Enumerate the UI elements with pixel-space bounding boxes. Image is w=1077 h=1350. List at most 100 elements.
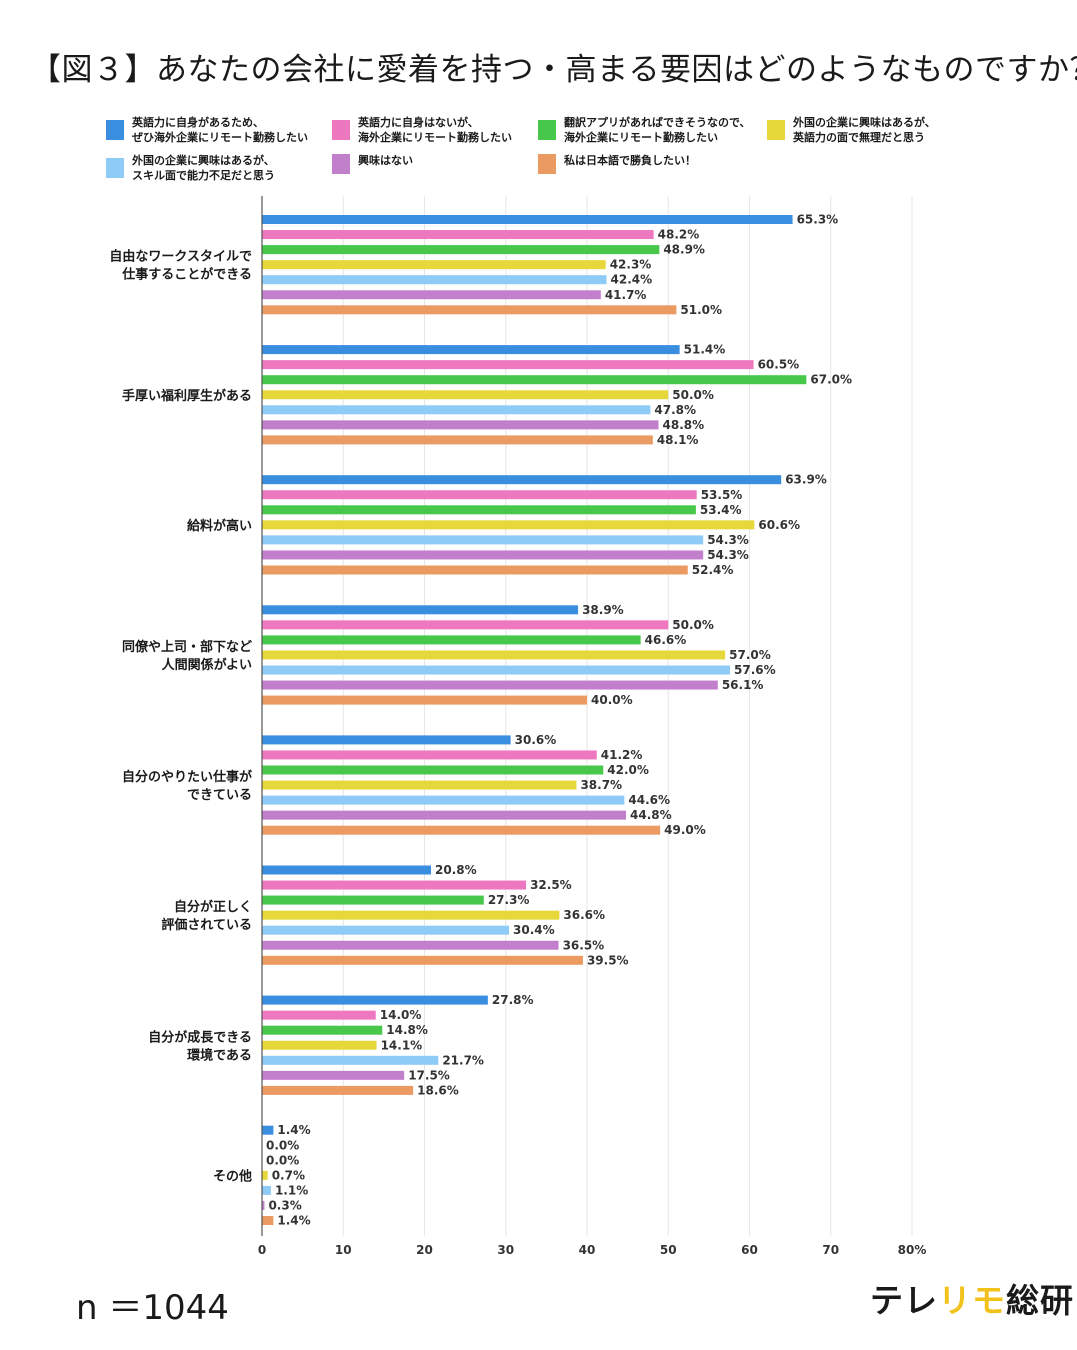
x-tick-label: 40 bbox=[579, 1243, 596, 1257]
bar bbox=[262, 880, 527, 890]
bar bbox=[262, 390, 669, 400]
data-label: 21.7% bbox=[442, 1053, 484, 1067]
bar bbox=[262, 620, 669, 630]
data-label: 51.4% bbox=[684, 343, 726, 357]
data-label: 40.0% bbox=[591, 693, 633, 707]
x-tick-label: 20 bbox=[416, 1243, 433, 1257]
bar bbox=[262, 505, 696, 515]
legend-label: 興味はない bbox=[358, 154, 413, 167]
data-label: 1.4% bbox=[277, 1214, 310, 1228]
bar bbox=[262, 435, 653, 445]
bar bbox=[262, 765, 604, 775]
data-label: 49.0% bbox=[664, 823, 706, 837]
sample-size-label: n ＝1044 bbox=[76, 1288, 229, 1328]
bar bbox=[262, 910, 560, 920]
data-label: 36.5% bbox=[563, 938, 605, 952]
legend-label: 私は日本語で勝負したい！ bbox=[564, 154, 696, 167]
data-label: 38.9% bbox=[582, 603, 624, 617]
data-label: 17.5% bbox=[408, 1068, 450, 1082]
category-label: 自分が正しく評価されている bbox=[161, 899, 252, 933]
bar bbox=[262, 865, 431, 875]
legend-swatch bbox=[538, 154, 556, 174]
category-label: 自分のやりたい仕事ができている bbox=[122, 769, 252, 803]
data-label: 47.8% bbox=[654, 403, 696, 417]
x-tick-label: 30 bbox=[497, 1243, 514, 1257]
x-tick-label: 50 bbox=[660, 1243, 677, 1257]
bar bbox=[262, 1125, 274, 1135]
x-tick-label: 0 bbox=[258, 1243, 266, 1257]
bar bbox=[262, 405, 651, 415]
data-label: 44.8% bbox=[630, 808, 672, 822]
x-tick-label: 70 bbox=[822, 1243, 839, 1257]
bar bbox=[262, 1185, 271, 1195]
bar bbox=[262, 665, 730, 675]
data-label: 48.8% bbox=[663, 418, 705, 432]
data-label: 38.7% bbox=[580, 778, 622, 792]
logo-text-part1: テレ bbox=[870, 1281, 938, 1320]
bar bbox=[262, 1055, 439, 1065]
bar bbox=[262, 680, 718, 690]
bar bbox=[262, 490, 697, 500]
legend-label: 翻訳アプリがあればできそうなので、 海外企業にリモート勤務したい bbox=[564, 116, 751, 144]
bar bbox=[262, 260, 606, 270]
legend-swatch bbox=[332, 154, 350, 174]
bar bbox=[262, 565, 688, 575]
data-label: 53.4% bbox=[700, 503, 742, 517]
data-label: 57.0% bbox=[729, 648, 771, 662]
data-label: 36.6% bbox=[563, 908, 605, 922]
legend-label: 英語力に自身はないが、 海外企業にリモート勤務したい bbox=[358, 116, 512, 144]
category-label: その他 bbox=[213, 1168, 252, 1184]
bar bbox=[262, 995, 488, 1005]
category-label: 給料が高い bbox=[187, 518, 252, 534]
bar bbox=[262, 650, 726, 660]
data-label: 0.7% bbox=[272, 1168, 305, 1182]
data-label: 27.8% bbox=[492, 993, 534, 1007]
data-label: 30.4% bbox=[513, 923, 555, 937]
bar bbox=[262, 825, 661, 835]
bar bbox=[262, 520, 755, 530]
data-label: 41.7% bbox=[605, 288, 647, 302]
bar bbox=[262, 1085, 414, 1095]
data-label: 50.0% bbox=[672, 388, 714, 402]
data-label: 56.1% bbox=[722, 678, 764, 692]
legend-label: 外国の企業に興味はあるが、 英語力の面で無理だと思う bbox=[793, 116, 936, 144]
data-label: 51.0% bbox=[680, 303, 722, 317]
data-label: 60.6% bbox=[758, 518, 800, 532]
bar bbox=[262, 230, 654, 240]
data-label: 42.4% bbox=[611, 273, 653, 287]
bar bbox=[262, 925, 509, 935]
data-label: 27.3% bbox=[488, 893, 530, 907]
data-label: 48.2% bbox=[658, 228, 700, 242]
data-label: 52.4% bbox=[692, 563, 734, 577]
bar bbox=[262, 1070, 405, 1080]
data-label: 60.5% bbox=[758, 358, 800, 372]
data-label: 0.0% bbox=[266, 1153, 299, 1167]
logo-text-part2: 総研 bbox=[1006, 1281, 1074, 1320]
bar bbox=[262, 420, 659, 430]
data-label: 53.5% bbox=[701, 488, 743, 502]
bar bbox=[262, 605, 579, 615]
bar bbox=[262, 345, 680, 355]
data-label: 42.0% bbox=[607, 763, 649, 777]
bar bbox=[262, 275, 607, 285]
data-label: 48.9% bbox=[663, 243, 705, 257]
data-label: 1.1% bbox=[275, 1183, 308, 1197]
legend-label: 外国の企業に興味はあるが、 スキル面で能力不足だと思う bbox=[132, 154, 275, 182]
logo-text-accent: リモ bbox=[938, 1281, 1006, 1320]
legend-label: 英語力に自身があるため、 ぜひ海外企業にリモート勤務したい bbox=[132, 116, 308, 144]
bar bbox=[262, 1010, 376, 1020]
data-label: 44.6% bbox=[628, 793, 670, 807]
bar bbox=[262, 1040, 377, 1050]
data-label: 65.3% bbox=[797, 213, 839, 227]
bar bbox=[262, 955, 583, 965]
bar bbox=[262, 360, 754, 370]
legend-swatch bbox=[767, 120, 785, 140]
data-label: 14.0% bbox=[380, 1008, 422, 1022]
category-label: 自分が成長できる環境である bbox=[148, 1029, 252, 1063]
legend-swatch bbox=[332, 120, 350, 140]
bar bbox=[262, 940, 559, 950]
bar bbox=[262, 1170, 268, 1180]
bar bbox=[262, 795, 625, 805]
data-label: 39.5% bbox=[587, 953, 629, 967]
bar-chart: 0 10 20 30 40 50 60 70 80% 自由なワークスタイルで仕事することができる 6… bbox=[109, 196, 926, 1257]
